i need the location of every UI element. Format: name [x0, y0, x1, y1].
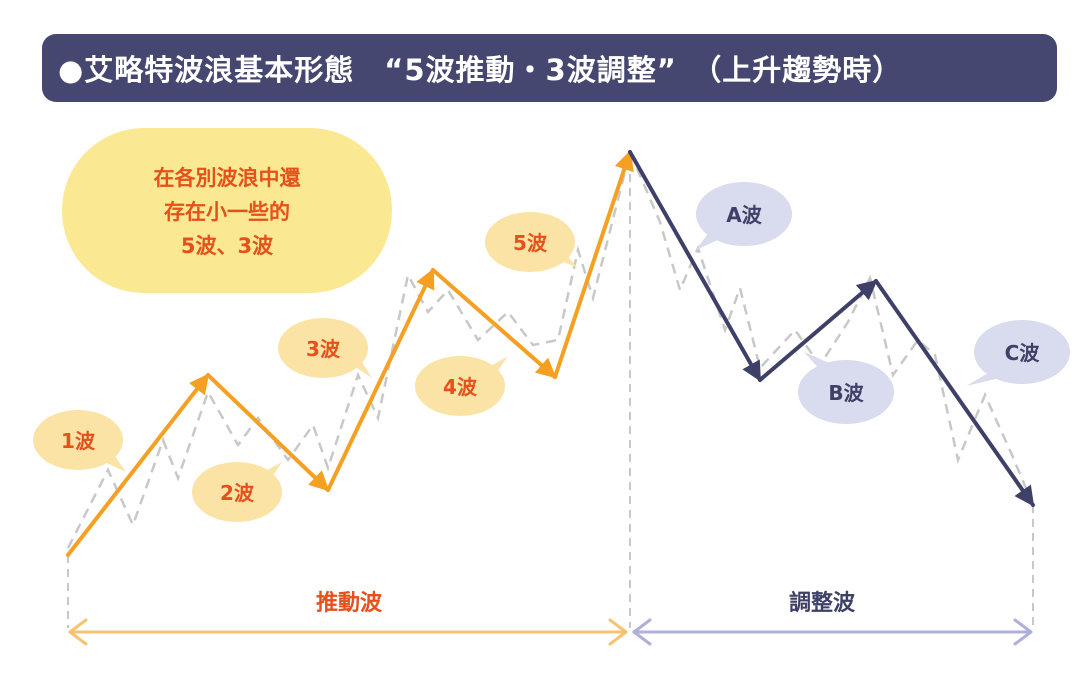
corrective-range-arrow: [632, 618, 1033, 646]
wave-2-bubble: 2波: [192, 462, 282, 522]
wave-b-bubble: B波: [798, 352, 894, 424]
note-line-3: 5波、3波: [181, 234, 274, 258]
wave-c-arrow: [874, 279, 1035, 507]
wave-1-arrow: [66, 373, 210, 557]
wave-b-label: B波: [828, 381, 864, 405]
wave-1-bubble: 1波: [33, 410, 126, 472]
corrective-wave: [628, 150, 1035, 507]
wave-4-bubble: 4波: [415, 356, 508, 416]
vertical-guides: [67, 160, 1034, 628]
wave-4-label: 4波: [443, 375, 478, 399]
wave-a-bubble: A波: [696, 182, 792, 250]
wave-2-arrow: [206, 373, 330, 492]
wave-5-label: 5波: [513, 231, 548, 255]
wave-a-label: A波: [726, 203, 762, 227]
wave-3-bubble: 3波: [278, 318, 372, 378]
note-line-1: 在各別波浪中還: [154, 166, 302, 190]
impulse-section-label: 推動波: [316, 591, 383, 616]
wave-b-arrow: [758, 279, 878, 382]
wave-5-bubble: 5波: [485, 212, 578, 272]
wave-c-bubble: C波: [966, 320, 1070, 386]
wave-a-arrow: [628, 150, 762, 382]
wave-c-label: C波: [1005, 341, 1041, 365]
wave-3-label: 3波: [306, 337, 341, 361]
note-bubble: 在各別波浪中還 存在小一些的 5波、3波: [62, 128, 392, 293]
wave-5-arrow: [553, 150, 634, 379]
wave-1-label: 1波: [61, 429, 96, 453]
wave-3-arrow: [326, 268, 435, 492]
note-line-2: 存在小一些的: [164, 200, 290, 224]
sub-wave-dashed-line: [66, 148, 1035, 549]
page-title: ●艾略特波浪基本形態 “5波推動・3波調整” （上升趨勢時）: [58, 53, 903, 87]
corrective-section-label: 調整波: [789, 590, 856, 616]
impulse-range-arrow: [68, 618, 628, 646]
wave-2-label: 2波: [220, 481, 255, 505]
wave-4-arrow: [431, 268, 557, 379]
title-bar: ●艾略特波浪基本形態 “5波推動・3波調整” （上升趨勢時）: [42, 34, 1057, 102]
impulse-wave: [66, 150, 634, 557]
